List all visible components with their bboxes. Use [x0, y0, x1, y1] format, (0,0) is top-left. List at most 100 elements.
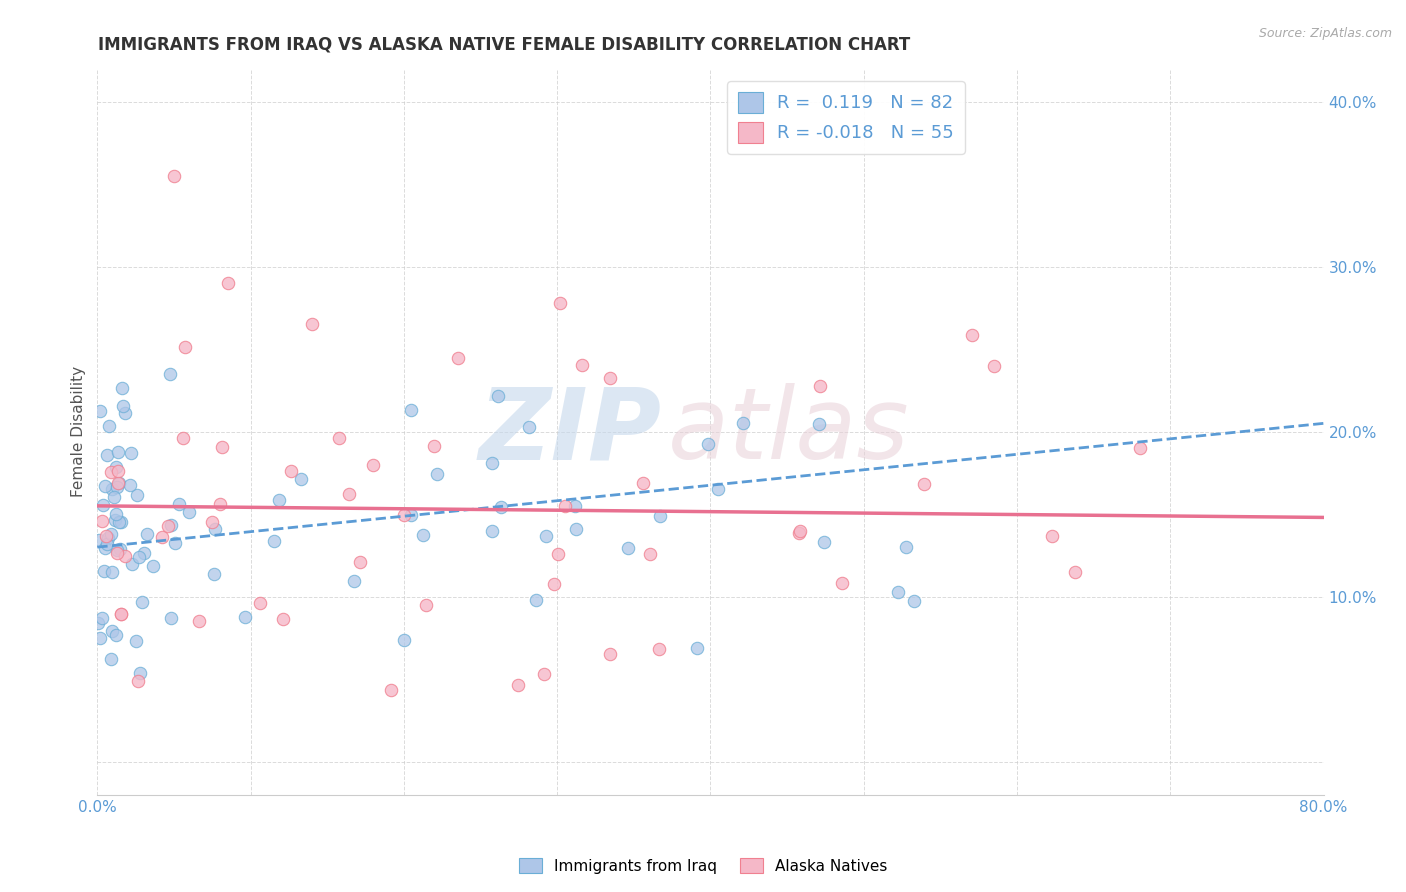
- Point: [107, 475, 129, 490]
- Point: [631, 476, 654, 491]
- Point: [105, 546, 128, 560]
- Point: [686, 641, 709, 656]
- Point: [89, 533, 111, 547]
- Point: [394, 632, 416, 647]
- Point: [280, 464, 302, 478]
- Point: [903, 594, 925, 608]
- Point: [127, 673, 149, 688]
- Point: [125, 634, 148, 648]
- Point: [447, 351, 470, 365]
- Point: [208, 497, 231, 511]
- Point: [706, 483, 728, 497]
- Point: [731, 416, 754, 430]
- Point: [481, 456, 503, 470]
- Point: [202, 567, 225, 582]
- Point: [114, 549, 136, 563]
- Point: [1129, 441, 1152, 455]
- Point: [301, 318, 323, 332]
- Point: [543, 577, 565, 591]
- Point: [204, 522, 226, 536]
- Point: [105, 480, 128, 494]
- Point: [201, 515, 224, 529]
- Point: [121, 557, 143, 571]
- Point: [100, 565, 122, 579]
- Point: [489, 500, 512, 514]
- Point: [423, 439, 446, 453]
- Point: [108, 542, 131, 557]
- Point: [104, 459, 127, 474]
- Point: [807, 417, 830, 431]
- Point: [399, 508, 422, 523]
- Point: [290, 472, 312, 486]
- Point: [90, 611, 112, 625]
- Point: [337, 487, 360, 501]
- Point: [112, 399, 135, 413]
- Point: [617, 541, 640, 555]
- Text: Source: ZipAtlas.com: Source: ZipAtlas.com: [1258, 27, 1392, 40]
- Point: [554, 499, 576, 513]
- Point: [93, 565, 115, 579]
- Point: [165, 536, 187, 550]
- Point: [211, 440, 233, 454]
- Point: [142, 559, 165, 574]
- Point: [107, 464, 129, 478]
- Point: [100, 527, 122, 541]
- Point: [548, 296, 571, 310]
- Point: [263, 534, 285, 549]
- Point: [361, 458, 384, 473]
- Point: [960, 327, 983, 342]
- Point: [912, 477, 935, 491]
- Point: [831, 576, 853, 591]
- Point: [103, 490, 125, 504]
- Point: [565, 522, 588, 536]
- Text: IMMIGRANTS FROM IRAQ VS ALASKA NATIVE FEMALE DISABILITY CORRELATION CHART: IMMIGRANTS FROM IRAQ VS ALASKA NATIVE FE…: [98, 36, 911, 54]
- Point: [94, 529, 117, 543]
- Point: [517, 420, 540, 434]
- Point: [100, 624, 122, 639]
- Point: [114, 406, 136, 420]
- Point: [983, 359, 1005, 373]
- Point: [392, 508, 415, 522]
- Point: [97, 532, 120, 546]
- Point: [125, 488, 148, 502]
- Point: [111, 381, 134, 395]
- Point: [101, 482, 124, 496]
- Point: [110, 515, 132, 529]
- Legend: R =  0.119   N = 82, R = -0.018   N = 55: R = 0.119 N = 82, R = -0.018 N = 55: [727, 81, 965, 153]
- Point: [349, 555, 371, 569]
- Point: [524, 593, 547, 607]
- Point: [129, 666, 152, 681]
- Point: [486, 389, 509, 403]
- Point: [100, 651, 122, 665]
- Point: [789, 524, 811, 538]
- Point: [104, 513, 127, 527]
- Point: [328, 431, 350, 445]
- Point: [887, 584, 910, 599]
- Point: [160, 611, 183, 625]
- Point: [90, 514, 112, 528]
- Point: [813, 535, 835, 549]
- Point: [217, 276, 239, 290]
- Point: [97, 418, 120, 433]
- Point: [160, 518, 183, 533]
- Point: [267, 493, 290, 508]
- Point: [547, 548, 569, 562]
- Point: [650, 508, 672, 523]
- Point: [188, 615, 211, 629]
- Point: [399, 403, 422, 417]
- Point: [110, 607, 132, 622]
- Point: [173, 340, 195, 354]
- Point: [1064, 565, 1087, 579]
- Point: [159, 367, 181, 381]
- Point: [107, 475, 129, 490]
- Point: [87, 616, 110, 631]
- Point: [599, 371, 621, 385]
- Point: [533, 666, 555, 681]
- Point: [128, 549, 150, 564]
- Point: [426, 467, 449, 481]
- Point: [343, 574, 366, 588]
- Text: ZIP: ZIP: [478, 383, 661, 480]
- Point: [105, 628, 128, 642]
- Y-axis label: Female Disability: Female Disability: [72, 366, 86, 497]
- Point: [536, 529, 558, 543]
